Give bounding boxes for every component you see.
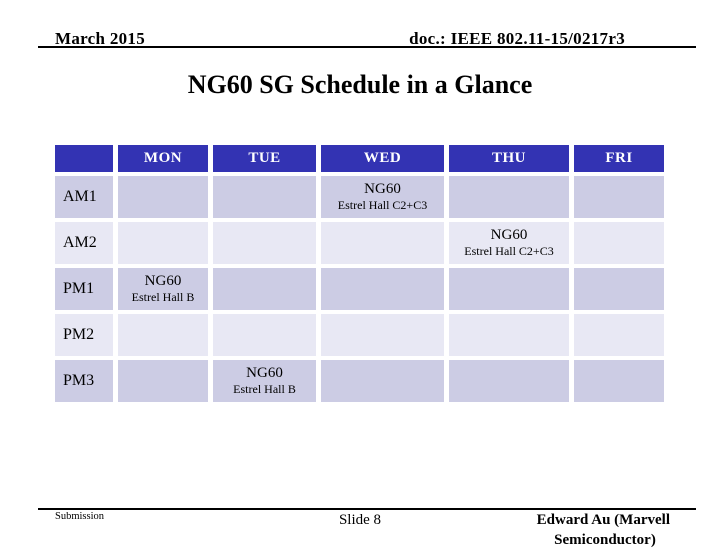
schedule-cell: NG60 Estrel Hall C2+C3: [449, 222, 569, 264]
page-title: NG60 SG Schedule in a Glance: [187, 70, 533, 99]
schedule-cell: [449, 360, 569, 402]
schedule-cell: [574, 222, 664, 264]
footer-author-line1: Edward Au (Marvell: [536, 512, 670, 528]
schedule-cell: [118, 176, 208, 218]
schedule-cell: [574, 176, 664, 218]
row-label-cell: PM3: [55, 360, 113, 402]
session-name: NG60: [144, 273, 182, 290]
session-name: NG60: [364, 181, 401, 198]
session-location: Estrel Hall B: [233, 381, 296, 396]
schedule-cell: [449, 268, 569, 310]
row-label-cell: AM1: [55, 176, 113, 218]
row-label-cell: PM1: [55, 268, 113, 310]
schedule-cell: [321, 268, 444, 310]
footer-slide-number: Slide 8: [338, 512, 382, 528]
session-location: Estrel Hall C2+C3: [337, 197, 428, 212]
day-header-cell: TUE: [213, 145, 316, 172]
day-header-cell: FRI: [574, 145, 664, 172]
schedule-cell: [574, 314, 664, 356]
schedule-cell: [118, 222, 208, 264]
schedule-cell: [321, 360, 444, 402]
footer-submission: Submission: [55, 511, 105, 522]
schedule-cell: NG60 Estrel Hall B: [118, 268, 208, 310]
session-name: NG60: [246, 365, 283, 382]
row-label-cell: AM2: [55, 222, 113, 264]
session-name: NG60: [490, 227, 528, 244]
header-rule: [38, 46, 696, 48]
footer-author-line2: Semiconductor): [554, 532, 656, 548]
schedule-cell: [321, 222, 444, 264]
day-header-cell: WED: [321, 145, 444, 172]
schedule-cell: NG60 Estrel Hall C2+C3: [321, 176, 444, 218]
schedule-cell: [449, 314, 569, 356]
session-location: Estrel Hall C2+C3: [464, 243, 554, 258]
header-doc-number: doc.: IEEE 802.11-15/0217r3: [409, 29, 625, 48]
schedule-cell: [213, 268, 316, 310]
schedule-cell: [449, 176, 569, 218]
session-location: Estrel Hall B: [131, 289, 195, 304]
row-label-cell: PM2: [55, 314, 113, 356]
schedule-cell: [118, 360, 208, 402]
schedule-cell: [574, 268, 664, 310]
schedule-cell: [574, 360, 664, 402]
header-date: March 2015: [55, 29, 146, 48]
schedule-cell: NG60 Estrel Hall B: [213, 360, 316, 402]
footer-rule: [38, 508, 696, 510]
corner-header-cell: [55, 145, 113, 172]
schedule-cell: [118, 314, 208, 356]
schedule-cell: [213, 222, 316, 264]
schedule-cell: [213, 314, 316, 356]
day-header-cell: MON: [118, 145, 208, 172]
schedule-cell: [321, 314, 444, 356]
day-header-cell: THU: [449, 145, 569, 172]
schedule-cell: [213, 176, 316, 218]
schedule-table: MON TUE WED THU FRI AM1 NG60 Estrel Hall C2+C3 A…: [55, 145, 664, 402]
